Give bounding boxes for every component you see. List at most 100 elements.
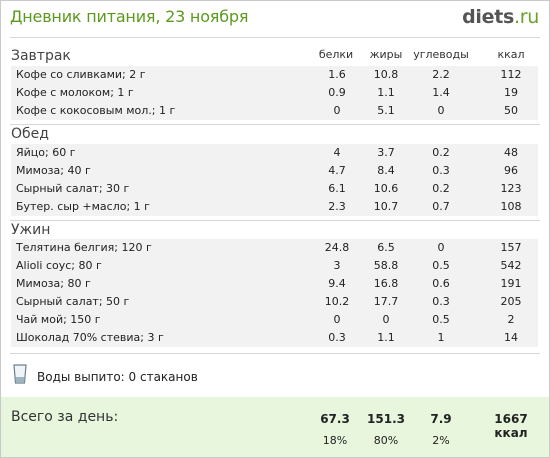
carbs-value: 1.4 — [432, 86, 450, 99]
food-name: Бутер. сыр +масло; 1 г — [16, 200, 150, 213]
fat-value: 10.7 — [373, 200, 399, 213]
table-row: Кофе с кокосовым мол.; 1 г 0 5.1 0 50 — [11, 102, 538, 121]
carbs-value: 0.5 — [432, 313, 450, 326]
food-name: Яйцо; 60 г — [16, 146, 76, 159]
protein-percent: 18% — [322, 434, 348, 447]
table-row: Мимоза; 80 г 9.4 16.8 0.6 191 — [11, 275, 538, 294]
section-title-breakfast: Завтрак — [11, 48, 71, 64]
carbs-percent: 2% — [432, 434, 450, 447]
protein-value: 4.7 — [328, 164, 346, 177]
fat-value: 8.4 — [377, 164, 395, 177]
food-name: Мимоза; 40 г — [16, 164, 91, 177]
table-row: Чай мой; 150 г 0 0 0.5 2 — [11, 311, 538, 330]
kcal-value: 2 — [507, 313, 515, 326]
section-title-dinner: Ужин — [11, 222, 51, 238]
protein-value: 6.1 — [328, 182, 346, 195]
column-header-fat: жиры — [369, 48, 403, 61]
carbs-value: 0.3 — [432, 295, 450, 308]
protein-value: 0 — [333, 104, 341, 117]
carbs-value: 0 — [437, 104, 445, 117]
table-row: Телятина белгия; 120 г 24.8 6.5 0 157 — [11, 239, 538, 258]
food-name: Шоколад 70% стевиа; 3 г — [16, 331, 164, 344]
protein-value: 3 — [333, 259, 341, 272]
table-row: Яйцо; 60 г 4 3.7 0.2 48 — [11, 144, 538, 163]
kcal-value: 19 — [504, 86, 518, 99]
carbs-value: 2.2 — [432, 68, 450, 81]
table-row: Сырный салат; 50 г 10.2 17.7 0.3 205 — [11, 293, 538, 312]
food-name: Кофе с молоком; 1 г — [16, 86, 134, 99]
table-row: Шоколад 70% стевиа; 3 г 0.3 1.1 1 14 — [11, 329, 538, 348]
kcal-value: 542 — [500, 259, 522, 272]
kcal-value: 157 — [500, 241, 522, 254]
logo-main: diets — [462, 6, 514, 28]
glass-icon — [13, 364, 27, 384]
food-name: Alioli соус; 80 г — [16, 259, 102, 272]
food-name: Сырный салат; 50 г — [16, 295, 130, 308]
section-title-lunch: Обед — [11, 126, 49, 142]
protein-value: 10.2 — [324, 295, 350, 308]
logo-tld: .ru — [514, 6, 539, 28]
food-name: Кофе со сливками; 2 г — [16, 68, 146, 81]
kcal-value: 50 — [504, 104, 518, 117]
carbs-value: 0.6 — [432, 277, 450, 290]
carbs-value: 0 — [437, 241, 445, 254]
header-divider — [10, 37, 540, 38]
fat-value: 0 — [382, 313, 390, 326]
kcal-value: 112 — [500, 68, 522, 81]
kcal-value: 205 — [500, 295, 522, 308]
column-header-carbs: углеводы — [413, 48, 469, 61]
kcal-value: 191 — [500, 277, 522, 290]
fat-value: 1.1 — [377, 331, 395, 344]
column-header-protein: белки — [318, 48, 354, 61]
protein-value: 0.9 — [328, 86, 346, 99]
protein-value: 0.3 — [328, 331, 346, 344]
protein-value: 2.3 — [328, 200, 346, 213]
food-name: Сырный салат; 30 г — [16, 182, 130, 195]
kcal-value: 14 — [504, 331, 518, 344]
table-row: Alioli соус; 80 г 3 58.8 0.5 542 — [11, 257, 538, 276]
total-label: Всего за день: — [11, 409, 119, 425]
carbs-value: 0.5 — [432, 259, 450, 272]
protein-value: 1.6 — [328, 68, 346, 81]
total-protein: 67.3 — [320, 412, 350, 426]
carbs-value: 0.7 — [432, 200, 450, 213]
total-fat: 151.3 — [367, 412, 405, 426]
protein-value: 9.4 — [328, 277, 346, 290]
table-row: Мимоза; 40 г 4.7 8.4 0.3 96 — [11, 162, 538, 181]
protein-value: 4 — [333, 146, 341, 159]
food-name: Телятина белгия; 120 г — [16, 241, 152, 254]
kcal-value: 123 — [500, 182, 522, 195]
fat-value: 10.6 — [373, 182, 399, 195]
food-name: Мимоза; 80 г — [16, 277, 91, 290]
section-divider — [10, 220, 540, 221]
kcal-value: 96 — [504, 164, 518, 177]
fat-percent: 80% — [373, 434, 399, 447]
daily-total: Всего за день: 67.3 151.3 7.9 1667 ккал … — [1, 397, 549, 457]
protein-value: 24.8 — [324, 241, 350, 254]
carbs-value: 0.3 — [432, 164, 450, 177]
table-row: Кофе со сливками; 2 г 1.6 10.8 2.2 112 — [11, 66, 538, 85]
header: Дневник питания, 23 ноября diets.ru — [1, 1, 549, 37]
section-divider — [10, 353, 540, 354]
food-name: Чай мой; 150 г — [16, 313, 101, 326]
kcal-value: 48 — [504, 146, 518, 159]
fat-value: 16.8 — [373, 277, 399, 290]
water-status: Воды выпито: 0 стаканов — [37, 370, 198, 384]
total-kcal: 1667 ккал — [494, 412, 528, 440]
table-row: Бутер. сыр +масло; 1 г 2.3 10.7 0.7 108 — [11, 198, 538, 217]
carbs-value: 0.2 — [432, 146, 450, 159]
fat-value: 17.7 — [373, 295, 399, 308]
kcal-value: 108 — [500, 200, 522, 213]
column-header-kcal: ккал — [497, 48, 525, 61]
page-title: Дневник питания, 23 ноября — [10, 7, 249, 26]
fat-value: 10.8 — [373, 68, 399, 81]
fat-value: 6.5 — [377, 241, 395, 254]
protein-value: 0 — [333, 313, 341, 326]
site-logo[interactable]: diets.ru — [462, 6, 539, 28]
table-row: Сырный салат; 30 г 6.1 10.6 0.2 123 — [11, 180, 538, 199]
carbs-value: 0.2 — [432, 182, 450, 195]
fat-value: 3.7 — [377, 146, 395, 159]
fat-value: 5.1 — [377, 104, 395, 117]
fat-value: 58.8 — [373, 259, 399, 272]
